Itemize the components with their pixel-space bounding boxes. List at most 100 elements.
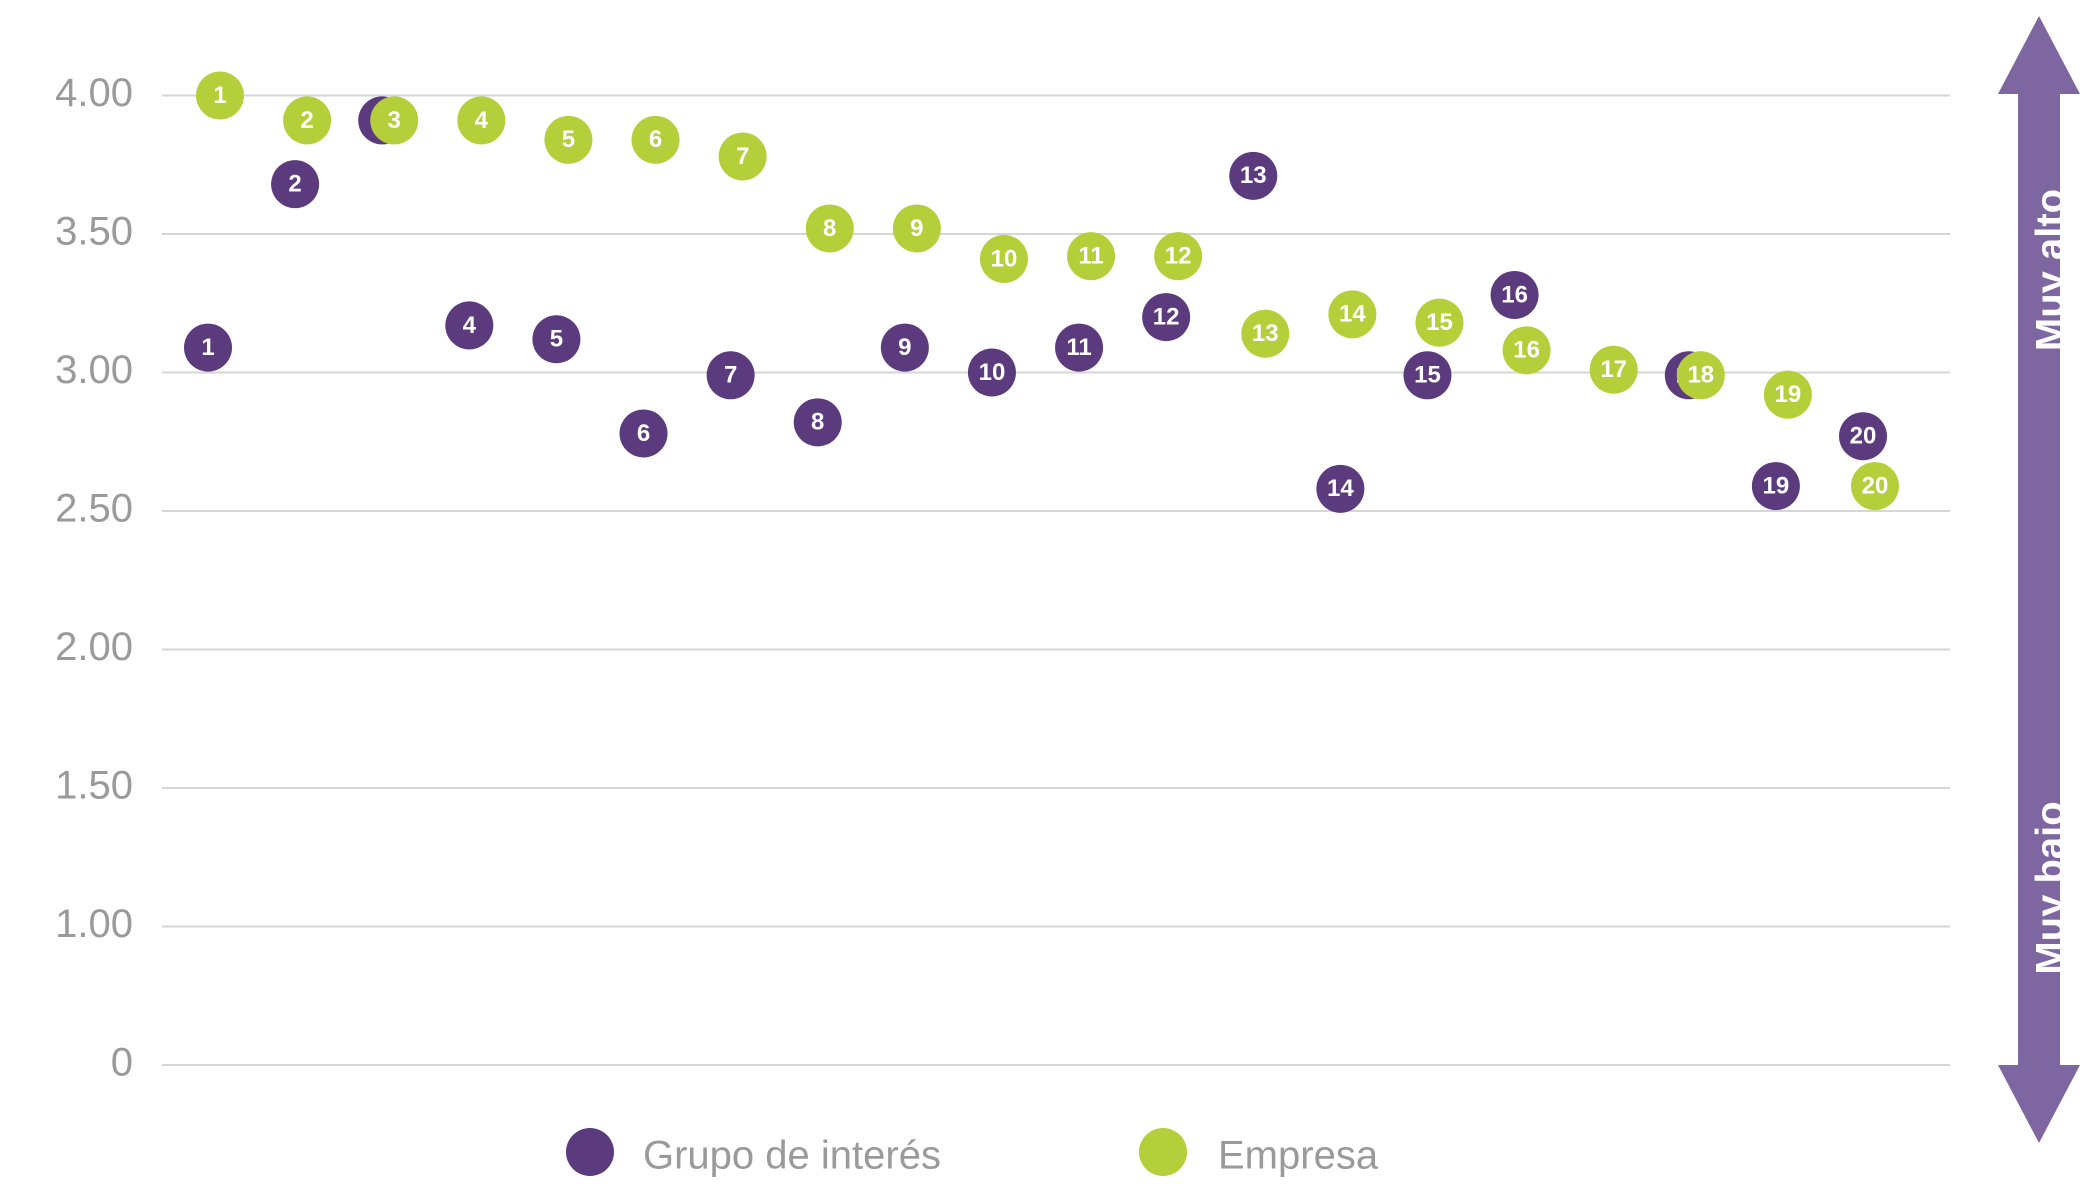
- point: 4: [457, 96, 506, 145]
- scale-arrow: [1998, 16, 2080, 1143]
- point-label: 6: [649, 126, 662, 153]
- point-marker: [445, 301, 494, 350]
- point-label: 8: [811, 409, 824, 436]
- point: 5: [544, 115, 593, 164]
- point-label: 7: [724, 362, 737, 389]
- point: 19: [1751, 462, 1800, 511]
- point-marker: [1415, 298, 1464, 347]
- point-marker: [1067, 232, 1116, 281]
- point-label: 2: [288, 170, 301, 197]
- point-marker: [1328, 290, 1377, 339]
- point-marker: [532, 315, 581, 364]
- point: 20: [1839, 412, 1887, 461]
- point-label: 10: [979, 359, 1006, 386]
- point-label: 6: [637, 420, 650, 447]
- point-marker: [1502, 326, 1551, 375]
- point-marker: [967, 348, 1016, 397]
- point: 16: [1502, 326, 1551, 375]
- point-marker: [805, 204, 854, 253]
- point-label: 20: [1862, 472, 1889, 499]
- point-marker: [892, 204, 941, 253]
- point-marker: [196, 71, 244, 120]
- point: 11: [1055, 323, 1104, 372]
- y-tick-label: 4.00: [55, 71, 133, 115]
- point-label: 9: [898, 334, 911, 361]
- point-marker: [544, 115, 593, 164]
- point-label: 11: [1066, 334, 1091, 361]
- point-marker: [1676, 351, 1725, 400]
- point: 10: [979, 234, 1028, 283]
- point: 8: [793, 398, 842, 447]
- point: 14: [1328, 290, 1377, 339]
- point-label: 17: [1600, 356, 1627, 383]
- point: 16: [1490, 270, 1539, 319]
- point-label: 2: [300, 107, 313, 134]
- y-tick-label: 1.50: [55, 764, 133, 808]
- point-label: 4: [463, 312, 477, 339]
- point: 13: [1241, 309, 1290, 358]
- point-label: 5: [562, 126, 575, 153]
- point: 5: [532, 315, 581, 364]
- legend-label: Grupo de interés: [643, 1134, 941, 1178]
- point: 14: [1316, 464, 1365, 513]
- point-label: 8: [823, 215, 836, 242]
- point: 4: [445, 301, 494, 350]
- point-marker: [1142, 293, 1191, 342]
- point-label: 12: [1153, 303, 1180, 330]
- point-marker: [184, 323, 232, 372]
- point-marker: [793, 398, 842, 447]
- point-label: 9: [910, 215, 923, 242]
- point: 15: [1415, 298, 1464, 347]
- point: 1: [196, 71, 244, 120]
- y-tick-label: 3.00: [55, 348, 133, 392]
- scale-bottom-label: Muy bajo: [2029, 801, 2073, 974]
- point-label: 19: [1763, 472, 1790, 499]
- point-label: 5: [550, 326, 563, 353]
- point: 9: [892, 204, 941, 253]
- point-label: 14: [1339, 301, 1366, 328]
- point-label: 4: [475, 107, 489, 134]
- point-label: 3: [388, 107, 401, 134]
- point: 1: [184, 323, 232, 372]
- point-label: 18: [1687, 362, 1714, 389]
- point: 12: [1154, 232, 1203, 281]
- point: 7: [706, 351, 755, 400]
- point: 13: [1229, 151, 1278, 200]
- point-marker: [1839, 412, 1887, 461]
- point-label: 15: [1426, 309, 1453, 336]
- y-tick-label: 3.50: [55, 210, 133, 254]
- point-marker: [1751, 462, 1800, 511]
- point-label: 15: [1414, 362, 1441, 389]
- point-marker: [631, 115, 680, 164]
- legend-marker: [1139, 1128, 1187, 1176]
- point-label: 16: [1501, 281, 1528, 308]
- point: 20: [1851, 462, 1899, 511]
- scale-top-label: Muy alto: [2029, 189, 2073, 351]
- point: 19: [1763, 370, 1812, 419]
- point-label: 10: [991, 245, 1018, 272]
- point-label: 14: [1327, 475, 1354, 502]
- point-marker: [1490, 270, 1539, 319]
- point: 18: [1676, 351, 1725, 400]
- point: 8: [805, 204, 854, 253]
- y-tick-label: 1.00: [55, 902, 133, 946]
- point-label: 19: [1775, 381, 1802, 408]
- point-label: 7: [736, 143, 749, 170]
- point-marker: [370, 96, 419, 145]
- point: 6: [619, 409, 668, 458]
- point-marker: [619, 409, 668, 458]
- point-marker: [979, 234, 1028, 283]
- point-label: 13: [1240, 162, 1267, 189]
- point-label: 20: [1850, 423, 1877, 450]
- point: 3: [370, 96, 419, 145]
- y-tick-label: 0: [111, 1041, 133, 1085]
- point-marker: [1763, 370, 1812, 419]
- point-marker: [1055, 323, 1104, 372]
- point-marker: [1229, 151, 1278, 200]
- point: 11: [1067, 232, 1116, 281]
- point-label: 1: [213, 82, 226, 109]
- point-label: 11: [1078, 243, 1103, 270]
- point-marker: [1316, 464, 1365, 513]
- legend-marker: [566, 1128, 614, 1176]
